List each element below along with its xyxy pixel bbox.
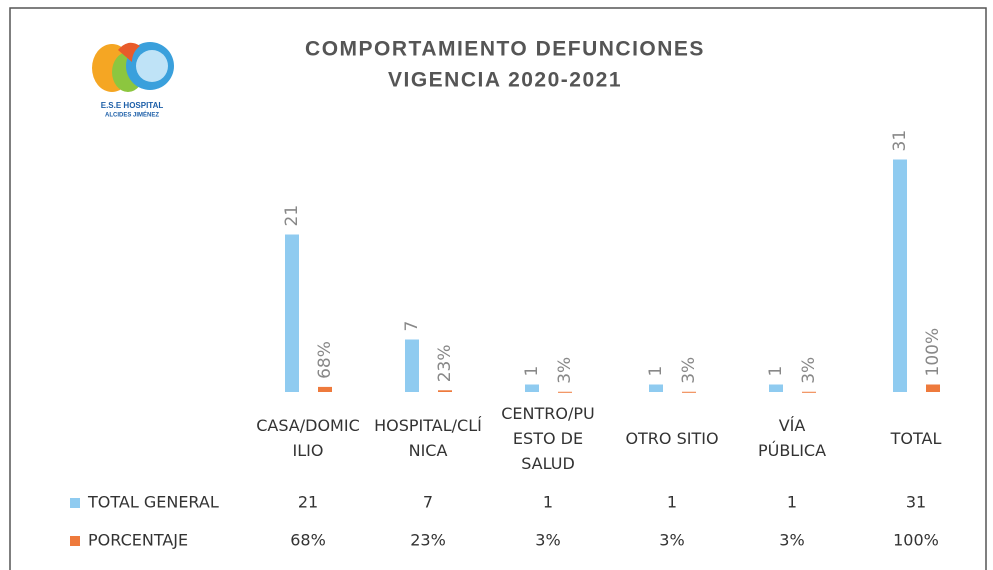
bar (802, 391, 816, 393)
data-label: 1 (522, 366, 542, 377)
data-label: 7 (402, 321, 422, 332)
bar (893, 159, 907, 392)
bar (318, 386, 332, 392)
x-tick-label: CASA/DOMICILIO (256, 416, 360, 460)
x-tick-label: CENTRO/PUESTO DE SALUD (501, 403, 595, 473)
legend-label: TOTAL GENERAL (87, 493, 219, 512)
logo-shape (136, 50, 168, 82)
table-cell: 31 (906, 493, 926, 512)
table-cell: 1 (787, 493, 797, 512)
data-label: 3% (799, 357, 819, 384)
x-tick-label: VÍA PÚBLICA (757, 416, 827, 460)
data-label: 23% (435, 344, 455, 382)
x-tick-label: HOSPITAL/CLÍNICA (374, 416, 482, 460)
data-label: 68% (315, 341, 335, 379)
bar (682, 391, 696, 393)
data-label: 21 (282, 205, 302, 227)
table-cell: 1 (543, 493, 553, 512)
bar (525, 384, 539, 392)
bar (285, 234, 299, 392)
bar (438, 390, 452, 392)
chart-subtitle: VIGENCIA 2020-2021 (388, 69, 622, 92)
bar (649, 384, 663, 392)
table-cell: 3% (535, 531, 560, 550)
table-cell: 21 (298, 493, 318, 512)
bar (926, 384, 940, 392)
logo: E.S.E HOSPITAL ALCIDES JIMÉNEZ (92, 42, 174, 119)
data-label: 100% (923, 328, 943, 377)
frame (9, 7, 987, 570)
data-label: 3% (555, 357, 575, 384)
table-cell: 23% (410, 531, 446, 550)
x-tick-label: OTRO SITIO (625, 428, 719, 448)
data-label: 1 (646, 366, 666, 377)
table-cell: 100% (893, 531, 939, 550)
data-label: 1 (766, 366, 786, 377)
table-cell: 68% (290, 531, 326, 550)
bar (405, 339, 419, 392)
table-cell: 3% (659, 531, 684, 550)
table-cell: 1 (667, 493, 677, 512)
table-cell: 7 (423, 493, 433, 512)
data-label: 31 (890, 130, 910, 152)
legend-swatch (70, 498, 80, 508)
chart-title: COMPORTAMIENTO DEFUNCIONES (305, 38, 705, 61)
table-cell: 3% (779, 531, 804, 550)
legend-label: PORCENTAJE (88, 531, 188, 550)
bar (558, 391, 572, 393)
logo-text: E.S.E HOSPITAL (101, 101, 164, 110)
logo-shape (118, 42, 140, 62)
x-tick-label: TOTAL (890, 428, 942, 448)
legend-swatch (70, 536, 80, 546)
bar (769, 384, 783, 392)
data-label: 3% (679, 357, 699, 384)
logo-text: ALCIDES JIMÉNEZ (105, 111, 159, 119)
